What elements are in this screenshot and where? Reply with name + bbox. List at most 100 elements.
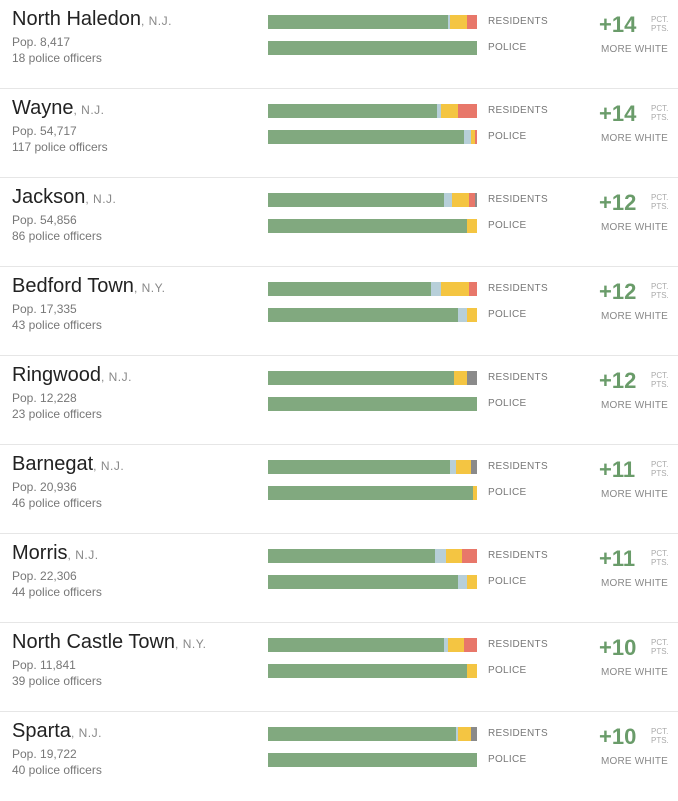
town-state: , N.J.	[70, 726, 102, 740]
unit-line-2: PTS.	[651, 113, 669, 122]
police-segment-hispanic	[466, 664, 477, 678]
police-bar	[268, 41, 477, 55]
police-bar	[268, 130, 477, 144]
difference-unit: PCT. PTS.	[651, 371, 669, 389]
town-population: Pop. 11,841	[12, 658, 76, 672]
residents-bar	[268, 549, 477, 563]
residents-segment-hispanic	[441, 282, 469, 296]
police-segment-asian	[458, 308, 467, 322]
residents-segment-white	[268, 193, 444, 207]
unit-line-1: PCT.	[651, 371, 669, 380]
residents-bar	[268, 282, 477, 296]
police-label: POLICE	[488, 398, 527, 409]
officer-count: 117 police officers	[12, 140, 108, 154]
residents-label: RESIDENTS	[488, 639, 548, 650]
unit-line-2: PTS.	[651, 24, 669, 33]
town-name: North Castle Town	[12, 631, 176, 653]
town-population: Pop. 12,228	[12, 391, 77, 405]
difference-unit: PCT. PTS.	[651, 549, 669, 567]
police-label: POLICE	[488, 309, 527, 320]
residents-label: RESIDENTS	[488, 194, 548, 205]
residents-label: RESIDENTS	[488, 105, 548, 116]
police-segment-hispanic	[466, 308, 477, 322]
town-population: Pop. 8,417	[12, 35, 71, 49]
residents-segment-white	[268, 15, 448, 29]
town-row: Bedford Town, N.Y. Pop. 17,335 43 police o…	[0, 267, 678, 356]
residents-label: RESIDENTS	[488, 372, 548, 383]
residents-segment-asian	[449, 460, 457, 474]
police-label: POLICE	[488, 42, 527, 53]
officer-count: 43 police officers	[12, 318, 102, 332]
residents-segment-hispanic	[445, 549, 463, 563]
town-state: , N.Y.	[175, 637, 207, 651]
residents-bar	[268, 727, 477, 741]
residents-segment-white	[268, 104, 438, 118]
town-row: Barnegat, N.J. Pop. 20,936 46 police offic…	[0, 445, 678, 534]
residents-segment-hispanic	[441, 104, 459, 118]
police-bar	[268, 575, 477, 589]
town-population: Pop. 54,717	[12, 124, 77, 138]
unit-line-1: PCT.	[651, 104, 669, 113]
residents-segment-hispanic	[454, 371, 467, 385]
residents-segment-white	[268, 371, 454, 385]
residents-label: RESIDENTS	[488, 550, 548, 561]
town-row: North Haledon, N.J. Pop. 8,417 18 police o…	[0, 0, 678, 89]
residents-segment-white	[268, 460, 450, 474]
police-segment-hispanic	[472, 486, 477, 500]
difference-unit: PCT. PTS.	[651, 282, 669, 300]
difference-value: +11	[599, 546, 636, 571]
unit-line-2: PTS.	[651, 558, 669, 567]
residents-label: RESIDENTS	[488, 728, 548, 739]
town-state: , N.J.	[67, 548, 99, 562]
officer-count: 46 police officers	[12, 496, 102, 510]
town-heading: North Castle Town, N.Y.	[12, 631, 207, 654]
police-label: POLICE	[488, 487, 527, 498]
difference-value: +10	[599, 724, 637, 749]
officer-count: 18 police officers	[12, 51, 102, 65]
unit-line-2: PTS.	[651, 647, 669, 656]
residents-segment-asian	[437, 104, 442, 118]
town-name: Wayne	[12, 97, 74, 119]
town-row: Morris, N.J. Pop. 22,306 44 police officer…	[0, 534, 678, 623]
police-segment-hispanic	[466, 575, 477, 589]
residents-label: RESIDENTS	[488, 16, 548, 27]
police-segment-asian	[464, 130, 471, 144]
town-name: Sparta	[12, 720, 71, 742]
town-name: Barnegat	[12, 453, 94, 475]
residents-segment-asian	[443, 193, 452, 207]
residents-segment-other	[470, 460, 477, 474]
unit-line-2: PTS.	[651, 380, 669, 389]
residents-segment-asian	[431, 282, 442, 296]
residents-segment-white	[268, 727, 457, 741]
town-heading: Barnegat, N.J.	[12, 453, 124, 476]
difference-value: +14	[599, 12, 637, 37]
more-white-label: MORE WHITE	[601, 578, 668, 589]
more-white-label: MORE WHITE	[601, 311, 668, 322]
town-state: , N.Y.	[133, 281, 166, 295]
town-heading: Ringwood, N.J.	[12, 364, 132, 387]
town-heading: Jackson, N.J.	[12, 186, 116, 209]
more-white-label: MORE WHITE	[601, 756, 668, 767]
residents-segment-hispanic	[456, 460, 471, 474]
police-bar	[268, 397, 477, 411]
residents-segment-white	[268, 282, 432, 296]
residents-segment-black	[458, 104, 477, 118]
unit-line-1: PCT.	[651, 15, 669, 24]
difference-unit: PCT. PTS.	[651, 15, 669, 33]
residents-segment-other	[474, 193, 477, 207]
more-white-label: MORE WHITE	[601, 222, 668, 233]
difference-value: +10	[599, 635, 637, 660]
police-segment-white	[268, 308, 459, 322]
unit-line-1: PCT.	[651, 549, 669, 558]
police-segment-white	[268, 130, 465, 144]
town-name: Jackson	[12, 186, 86, 208]
police-label: POLICE	[488, 576, 527, 587]
difference-value: +12	[599, 190, 637, 215]
officer-count: 44 police officers	[12, 585, 102, 599]
police-label: POLICE	[488, 131, 527, 142]
town-heading: Bedford Town, N.Y.	[12, 275, 165, 298]
residents-bar	[268, 15, 477, 29]
unit-line-1: PCT.	[651, 193, 669, 202]
officer-count: 39 police officers	[12, 674, 102, 688]
town-population: Pop. 54,856	[12, 213, 77, 227]
